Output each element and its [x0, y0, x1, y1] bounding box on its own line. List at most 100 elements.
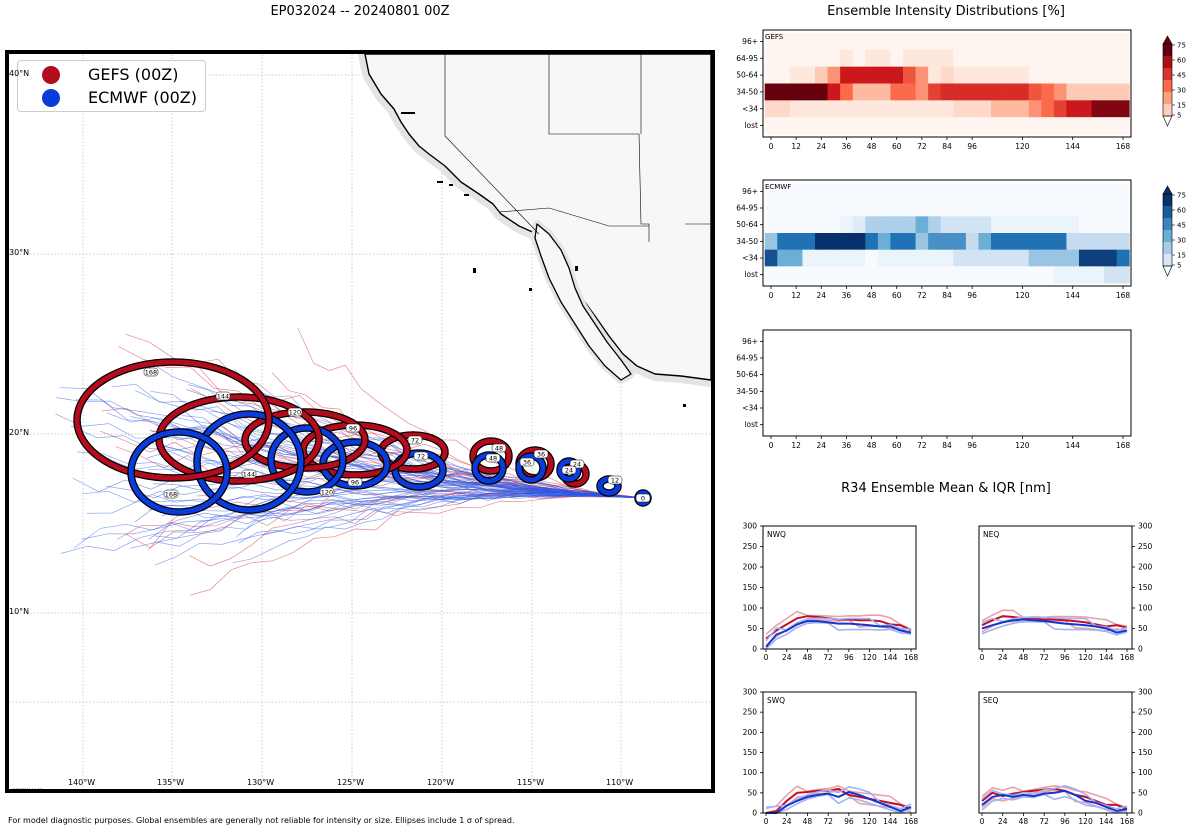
- heatmap-cell: [928, 199, 942, 217]
- heatmap-cell: [1066, 83, 1080, 101]
- heatmap-cell: [991, 83, 1004, 101]
- heatmap-y-label: 64-95: [736, 54, 758, 63]
- heatmap-cell: [827, 183, 841, 201]
- heatmap-cell: [827, 100, 841, 118]
- heatmap-cell: [1116, 83, 1130, 101]
- heatmap-cell: [1091, 117, 1105, 135]
- heatmap-cell: [903, 33, 916, 51]
- r34-y-label: 100: [1138, 768, 1153, 777]
- heatmap-cell: [965, 66, 979, 84]
- heatmap-cell: [1016, 83, 1030, 101]
- map-timestamp: 20240801 14:08: [13, 788, 43, 792]
- ecmwf-ellipse-label-0: 0: [641, 495, 645, 503]
- heatmap-cell: [928, 117, 942, 135]
- heatmap-cell: [1091, 183, 1105, 201]
- heatmap-y-label: 34-50: [736, 387, 758, 396]
- heatmap-cell: [940, 49, 954, 68]
- colorbar-min-arrow: [1162, 115, 1173, 127]
- heatmap-cell: [991, 233, 1004, 251]
- ecmwf-iqr-line: [981, 620, 1128, 636]
- gefs-ellipse-label-144: 144: [217, 393, 229, 401]
- heatmap-cell: [978, 117, 992, 135]
- heatmap-cell: [789, 233, 803, 251]
- heatmap-cell: [789, 183, 803, 201]
- heatmap-cell: [777, 83, 791, 101]
- heatmap-x-label: 0: [769, 441, 774, 450]
- heatmap-cell: [1016, 117, 1030, 135]
- heatmap-cell: [1066, 249, 1080, 267]
- r34-panel-neq: NEQ 0 50 100 150 200 250 300 0 24 48 72 96 120 144 168: [978, 522, 1153, 662]
- heatmap-cell: [802, 216, 816, 234]
- r34-y-label: 100: [743, 768, 758, 777]
- heatmap-cell: [1053, 216, 1067, 234]
- ecmwf-mean-line: [981, 618, 1128, 634]
- heatmap-cell: [1091, 83, 1105, 101]
- heatmap-cell: [1028, 249, 1042, 267]
- heatmap-cell: [789, 49, 803, 68]
- heatmap-cell: [865, 266, 879, 284]
- r34-x-label: 48: [1019, 817, 1029, 826]
- heatmap-cell: [1053, 249, 1067, 267]
- heatmap-x-label: 24: [817, 291, 827, 300]
- heatmap-cell: [840, 117, 854, 135]
- heatmap-cell: [903, 199, 916, 217]
- heatmap-cell: [1079, 233, 1092, 251]
- heatmap-cell: [1016, 183, 1030, 201]
- heatmap-cell: [940, 233, 954, 251]
- colorbar-tick-label: 15: [1177, 102, 1186, 110]
- heatmap-cell: [1091, 216, 1105, 234]
- heatmap-cell: [840, 216, 854, 234]
- r34-panel-label: NEQ: [983, 530, 999, 539]
- heatmap-cell: [928, 66, 942, 84]
- heatmap-cell: [965, 33, 979, 51]
- r34-panel-nwq: NWQ 0 50 100 150 200 250 300 0 24 48 72 96 120 144 168: [743, 522, 919, 663]
- gefs-ellipse-label-168: 168: [145, 369, 157, 377]
- ecmwf-ellipse-label-72: 72: [417, 453, 425, 461]
- heatmap-cell: [815, 83, 828, 101]
- gefs-iqr-line: [981, 785, 1128, 809]
- heatmap-cell: [991, 249, 1004, 267]
- heatmap-cell: [1091, 249, 1105, 267]
- heatmap-cell: [789, 249, 803, 267]
- heatmap-cell: [1079, 66, 1092, 84]
- heatmap-x-label: 168: [1116, 142, 1131, 151]
- gefs-ellipse-label-48: 48: [495, 445, 503, 453]
- heatmap-cell: [1066, 100, 1080, 118]
- heatmap-cell: [991, 49, 1004, 68]
- heatmap-cell: [915, 66, 929, 84]
- heatmap-cell: [1116, 199, 1130, 217]
- gefs-ellipse-label-168-bg: [143, 367, 159, 377]
- heatmap-cell: [1091, 100, 1105, 118]
- colorbar-min-arrow: [1162, 265, 1173, 277]
- heatmap-cell: [940, 83, 954, 101]
- heatmap-cell: [1079, 199, 1092, 217]
- colorbar-step: [1163, 80, 1172, 93]
- colorbar-tick-label: 5: [1177, 112, 1181, 120]
- lon-label-120: 120°W: [427, 778, 455, 787]
- gefs-ellipse-label-144-bg: [215, 391, 231, 401]
- heatmap-cell: [827, 266, 841, 284]
- heatmap-cell: [978, 49, 992, 68]
- colorbar-step: [1163, 104, 1172, 117]
- heatmap-cell: [840, 233, 854, 251]
- r34-panel-seq: SEQ 0 50 100 150 200 250 300 0 24 48 72 96 120 144 168: [978, 688, 1153, 826]
- heatmap-cell: [903, 100, 916, 118]
- heatmap-cell: [815, 49, 828, 68]
- heatmap-cell: [915, 49, 929, 68]
- heatmap-cell: [789, 33, 803, 51]
- heatmap-x-label: 60: [892, 441, 902, 450]
- gefs-ellipse-label-36-bg: [533, 449, 549, 459]
- gefs-iqr-line: [765, 785, 912, 810]
- gefs-marker-icon: [42, 65, 60, 84]
- r34-x-label: 120: [1078, 817, 1093, 826]
- heatmap-cell: [1066, 216, 1080, 234]
- heatmap-cell: [1053, 49, 1067, 68]
- r34-y-label: 200: [743, 728, 758, 737]
- heatmap-cell: [1003, 183, 1017, 201]
- heatmap-cell: [877, 266, 891, 284]
- heatmap-cell: [1028, 66, 1042, 84]
- lon-label-110: 110°W: [606, 778, 634, 787]
- heatmap-cell: [777, 216, 791, 234]
- heatmap-cell: [991, 183, 1004, 201]
- heatmap-cell: [1116, 266, 1130, 284]
